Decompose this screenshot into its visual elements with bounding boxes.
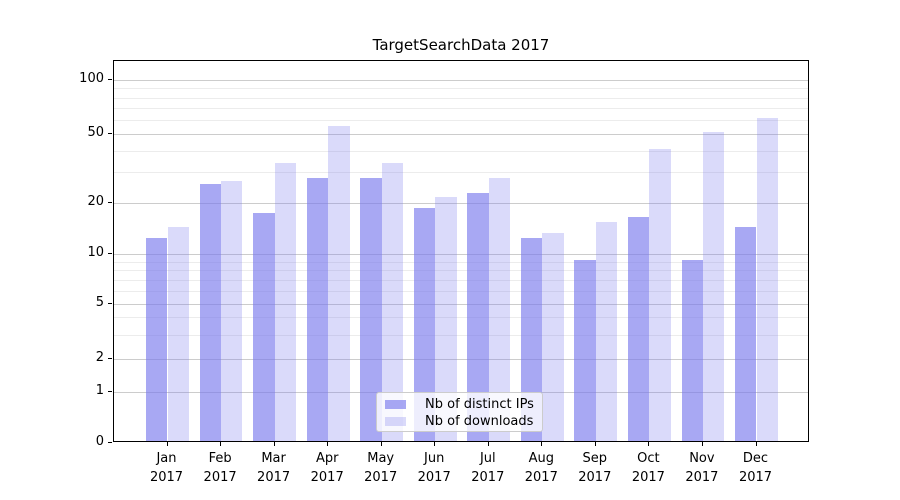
x-tick-label-nov: Nov 2017 xyxy=(685,451,719,485)
legend-row-downloads: Nb of downloads xyxy=(377,413,542,430)
y-tick-label-20: 20 xyxy=(87,193,104,209)
gridline-minor-8 xyxy=(114,270,808,271)
gridline-minor-4 xyxy=(114,317,808,319)
x-tick-label-jul: Jul 2017 xyxy=(471,451,505,485)
x-tick-may xyxy=(380,442,382,446)
bar-nb-of-distinct-ips-feb xyxy=(199,183,222,441)
x-tick-label-aug: Aug 2017 xyxy=(524,451,558,485)
y-tick-2 xyxy=(108,358,112,360)
gridline-major-5 xyxy=(114,303,808,305)
x-tick-label-feb: Feb 2017 xyxy=(203,451,237,485)
y-tick-20 xyxy=(108,201,112,203)
bar-nb-of-distinct-ips-jan xyxy=(146,238,168,441)
bar-nb-of-distinct-ips-sep xyxy=(574,259,596,441)
x-tick-label-oct: Oct 2017 xyxy=(631,451,665,485)
bar-nb-of-downloads-apr xyxy=(328,126,350,441)
x-tick-label-sep: Sep 2017 xyxy=(578,451,612,485)
y-tick-50 xyxy=(108,133,112,135)
x-tick-jan xyxy=(166,442,168,446)
y-tick-label-50: 50 xyxy=(87,125,104,141)
gridline-major-10 xyxy=(114,254,808,255)
bars-layer xyxy=(114,61,808,441)
legend-swatch-downloads xyxy=(385,417,406,426)
y-tick-label-2: 2 xyxy=(95,350,104,366)
bar-nb-of-distinct-ips-nov xyxy=(681,259,703,441)
x-tick-label-jun: Jun 2017 xyxy=(417,451,451,485)
bar-nb-of-distinct-ips-dec xyxy=(735,227,757,441)
bar-nb-of-distinct-ips-apr xyxy=(306,178,329,441)
bar-nb-of-distinct-ips-may xyxy=(360,178,382,441)
bar-nb-of-downloads-jul xyxy=(488,178,511,441)
gridline-minor-9 xyxy=(114,261,808,263)
gridline-minor-60 xyxy=(114,120,808,121)
legend-label-distinct-ips: Nb of distinct IPs xyxy=(425,397,534,412)
bar-nb-of-downloads-jun xyxy=(435,196,457,441)
x-tick-jul xyxy=(487,442,489,446)
chart-title: TargetSearchData 2017 xyxy=(372,36,550,54)
x-tick-label-apr: Apr 2017 xyxy=(310,451,344,485)
y-tick-0 xyxy=(108,442,112,443)
y-tick-10 xyxy=(108,253,112,254)
bar-nb-of-distinct-ips-aug xyxy=(520,238,543,441)
y-tick-label-0: 0 xyxy=(95,434,104,449)
x-tick-label-jan: Jan 2017 xyxy=(149,451,184,485)
bar-nb-of-downloads-may xyxy=(381,163,404,441)
gridline-minor-6 xyxy=(114,290,808,292)
gridline-major-20 xyxy=(114,202,808,204)
y-tick-label-10: 10 xyxy=(87,245,104,260)
bar-nb-of-distinct-ips-jun xyxy=(413,208,436,441)
legend-label-downloads: Nb of downloads xyxy=(425,414,534,429)
bar-nb-of-downloads-aug xyxy=(542,232,564,441)
y-tick-100 xyxy=(108,79,112,80)
gridline-minor-90 xyxy=(114,88,808,90)
plot-area xyxy=(113,60,809,442)
gridline-minor-30 xyxy=(114,172,808,174)
gridline-minor-80 xyxy=(114,97,808,99)
bar-nb-of-downloads-dec xyxy=(756,118,778,441)
x-tick-label-mar: Mar 2017 xyxy=(257,451,291,485)
y-tick-5 xyxy=(108,302,112,304)
x-tick-mar xyxy=(273,442,275,446)
bar-nb-of-downloads-feb xyxy=(221,181,243,441)
x-tick-jun xyxy=(434,442,436,446)
legend-swatch-distinct-ips xyxy=(385,400,406,409)
bar-nb-of-downloads-nov xyxy=(702,132,725,441)
gridline-major-2 xyxy=(114,359,808,361)
bar-nb-of-downloads-mar xyxy=(274,163,296,441)
bar-nb-of-downloads-jan xyxy=(167,227,189,441)
gridline-major-50 xyxy=(114,134,808,136)
y-tick-label-5: 5 xyxy=(95,294,104,310)
x-tick-apr xyxy=(327,442,329,446)
bar-nb-of-downloads-sep xyxy=(595,221,618,441)
x-tick-label-may: May 2017 xyxy=(364,451,398,485)
y-tick-label-100: 100 xyxy=(79,71,104,86)
gridline-major-100 xyxy=(114,80,808,81)
gridline-minor-7 xyxy=(114,279,808,281)
bar-nb-of-distinct-ips-jul xyxy=(467,193,489,441)
x-tick-feb xyxy=(220,442,222,446)
bar-nb-of-distinct-ips-oct xyxy=(628,217,650,441)
y-tick-1 xyxy=(108,391,112,392)
x-tick-sep xyxy=(594,442,596,446)
legend: Nb of distinct IPs Nb of downloads xyxy=(376,392,543,432)
x-tick-dec xyxy=(755,442,757,446)
x-tick-oct xyxy=(648,442,650,446)
x-tick-nov xyxy=(701,442,703,446)
y-tick-label-1: 1 xyxy=(95,383,104,398)
bar-nb-of-distinct-ips-mar xyxy=(253,212,275,441)
x-tick-label-dec: Dec 2017 xyxy=(738,451,773,485)
gridline-minor-70 xyxy=(114,108,808,109)
x-tick-aug xyxy=(541,442,543,446)
bar-nb-of-downloads-oct xyxy=(649,148,671,441)
legend-row-distinct-ips: Nb of distinct IPs xyxy=(377,396,542,413)
gridline-minor-3 xyxy=(114,334,808,336)
gridline-minor-40 xyxy=(114,150,808,152)
